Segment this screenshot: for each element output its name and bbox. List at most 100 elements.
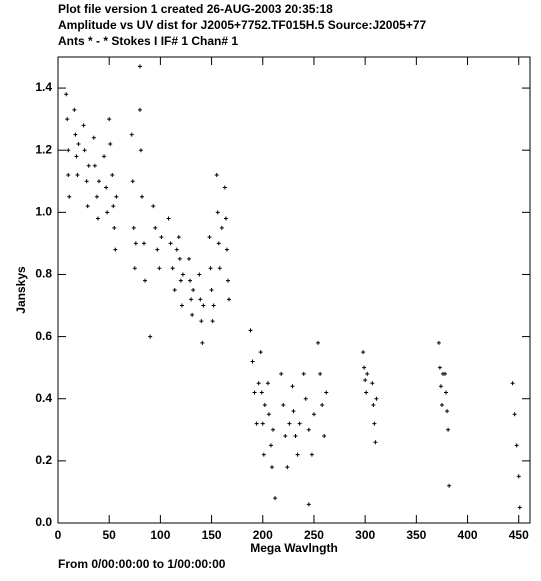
data-point [273, 496, 278, 501]
data-point [320, 402, 325, 407]
data-point [306, 427, 311, 432]
data-point [168, 241, 173, 246]
data-point [113, 247, 118, 252]
data-point [85, 204, 90, 209]
data-point [271, 427, 276, 432]
data-point [258, 350, 263, 355]
data-point [133, 241, 138, 246]
data-point [260, 421, 265, 426]
y-tick-label: 1.2 [35, 142, 52, 156]
data-point [188, 278, 193, 283]
data-point [261, 452, 266, 457]
y-axis-label: Janskys [14, 266, 28, 314]
data-point [438, 384, 443, 389]
data-point [211, 303, 216, 308]
data-point [178, 278, 183, 283]
data-point [107, 117, 112, 122]
data-point [268, 443, 273, 448]
data-point [443, 371, 448, 376]
data-point [365, 371, 370, 376]
data-point [157, 266, 162, 271]
data-point [516, 474, 521, 479]
data-point [262, 402, 267, 407]
data-point [309, 452, 314, 457]
data-point [153, 225, 158, 230]
data-point [130, 179, 135, 184]
data-point [172, 288, 177, 292]
data-point [219, 225, 224, 230]
data-point [67, 194, 72, 199]
x-tick-label: 250 [304, 528, 324, 542]
data-point [201, 303, 206, 308]
data-point [293, 434, 298, 439]
data-point [363, 378, 368, 383]
data-point [279, 371, 284, 376]
data-point [266, 412, 271, 417]
data-point [137, 64, 142, 69]
data-point [295, 452, 300, 457]
data-point [316, 340, 321, 345]
data-point [248, 328, 253, 333]
data-point [250, 359, 255, 364]
data-point [114, 194, 119, 199]
data-point [190, 312, 195, 317]
x-tick-label: 50 [103, 528, 117, 542]
data-point [436, 340, 441, 345]
data-point [91, 135, 96, 140]
data-point [373, 440, 378, 445]
data-point [138, 148, 143, 153]
data-point [131, 225, 136, 230]
data-point [174, 247, 179, 252]
data-point [94, 194, 99, 199]
data-point [74, 154, 79, 159]
data-point [208, 266, 213, 271]
data-point [73, 132, 78, 137]
data-point [291, 409, 296, 414]
data-point [95, 216, 100, 221]
data-point [285, 465, 290, 470]
data-point [155, 247, 160, 252]
data-point [269, 465, 274, 470]
data-point [112, 225, 117, 230]
data-point [439, 402, 444, 407]
y-tick-label: 0.2 [35, 453, 52, 467]
data-point [66, 148, 71, 153]
data-point [137, 107, 142, 112]
data-point [301, 371, 306, 376]
data-point [143, 278, 148, 283]
data-point [108, 141, 113, 146]
data-point [259, 390, 264, 395]
data-point [96, 179, 101, 184]
data-point [510, 381, 515, 386]
footer: From 0/00:00:00 to 1/00:00:00 [58, 557, 226, 571]
data-point [517, 505, 522, 510]
data-point [324, 390, 329, 395]
x-tick-label: 400 [458, 528, 478, 542]
data-point [306, 502, 311, 507]
data-point [180, 272, 185, 277]
data-point [374, 396, 379, 401]
data-point [187, 256, 192, 261]
data-point [210, 319, 215, 324]
data-point [81, 123, 86, 128]
data-point [105, 210, 110, 215]
data-point [177, 256, 182, 261]
y-tick-label: 1.4 [35, 80, 52, 94]
data-point [84, 179, 89, 184]
data-point [223, 216, 228, 221]
data-point [226, 297, 231, 302]
data-point [361, 350, 366, 355]
data-point [151, 204, 156, 209]
data-point [198, 297, 203, 302]
data-point [148, 334, 153, 339]
data-point [200, 340, 205, 345]
data-point [364, 390, 369, 395]
data-point [322, 434, 327, 439]
data-point [252, 390, 257, 395]
data-point [170, 266, 175, 271]
data-point [159, 235, 164, 240]
data-point [256, 381, 261, 386]
x-tick-label: 150 [202, 528, 222, 542]
data-point [76, 141, 81, 146]
